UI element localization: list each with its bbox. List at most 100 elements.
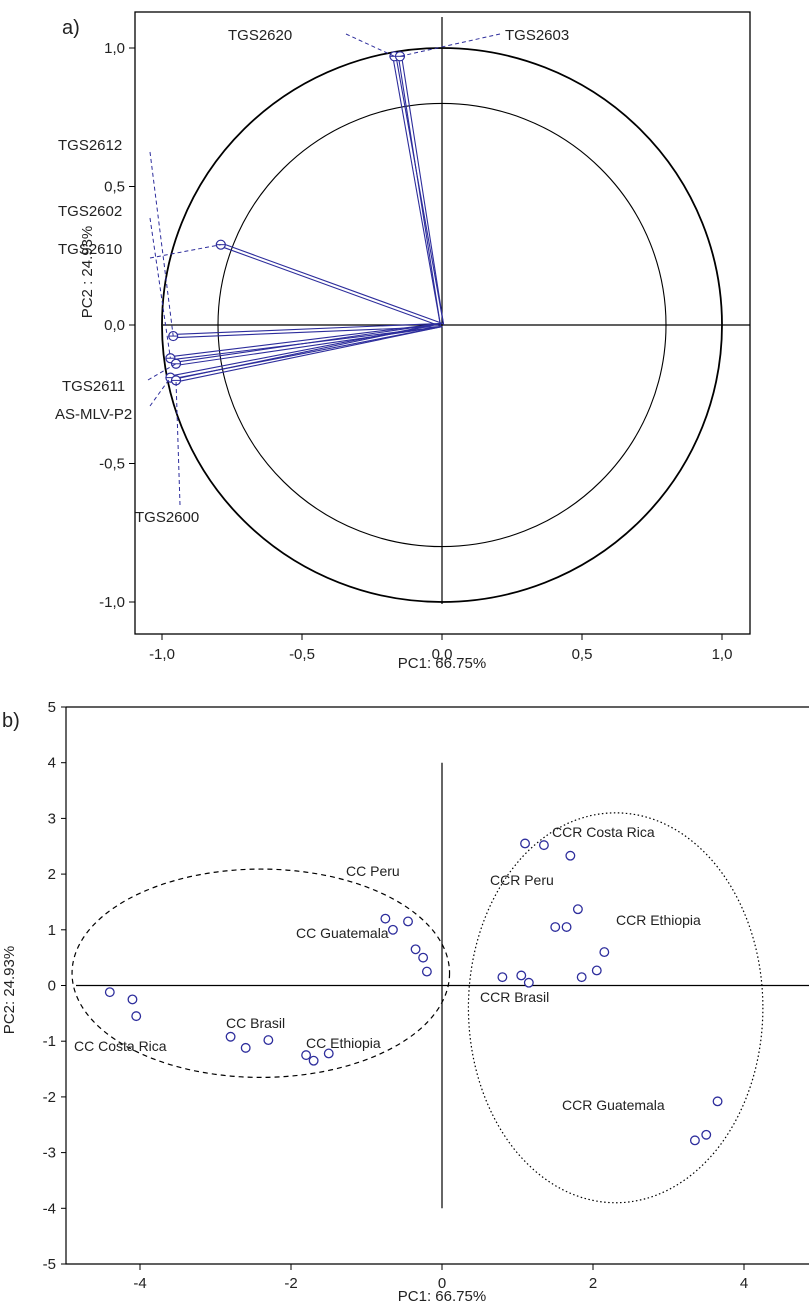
loading-vector	[175, 322, 442, 380]
score-point	[403, 916, 413, 927]
group-label-cc-guatemala: CC Guatemala	[296, 925, 389, 941]
group-label-ccr-costa-rica: CCR Costa Rica	[552, 824, 655, 840]
group-label-ccr-ethiopia: CCR Ethiopia	[616, 912, 701, 928]
panel-b-xtick-label: -4	[133, 1275, 146, 1292]
score-point	[538, 840, 549, 851]
score-point	[712, 1096, 723, 1107]
loading-label-as-mlv-p2: AS-MLV-P2	[55, 406, 132, 423]
score-point	[565, 850, 576, 861]
panel-a-xlabel: PC1: 66.75%	[398, 655, 486, 672]
group-label-ccr-brasil: CCR Brasil	[480, 989, 549, 1005]
score-point	[689, 1135, 700, 1146]
ccr-group-ellipse	[467, 812, 764, 1204]
score-point	[225, 1031, 236, 1042]
score-point	[421, 966, 432, 977]
score-point	[520, 838, 531, 849]
panel-a-ytick-label: -0,5	[99, 456, 125, 473]
loading-label-tgs2610: TGS2610	[58, 241, 122, 258]
panel-a-xtick-label: 0,5	[572, 646, 593, 663]
panel-b-ytick-label: 5	[48, 699, 56, 716]
score-point	[418, 952, 429, 963]
group-label-cc-costa-rica: CC Costa Rica	[74, 1038, 167, 1054]
panel-b-ytick-label: -4	[43, 1200, 56, 1217]
panel-b-xlabel: PC1: 66.75%	[398, 1288, 486, 1305]
panel-b-ylabel: PC2: 24.93%	[1, 946, 18, 1034]
score-point	[127, 994, 138, 1005]
loading-label-leader	[345, 33, 395, 57]
loading-vector	[175, 322, 442, 363]
panel-b-label: b)	[2, 710, 20, 732]
score-point	[523, 977, 534, 988]
loading-label-leader	[149, 217, 171, 359]
score-point	[516, 970, 527, 981]
loading-vector	[169, 322, 442, 377]
panel-a-ytick-label: -1,0	[99, 594, 125, 611]
panel-b-ytick-label: -2	[43, 1089, 56, 1106]
loading-label-leader	[399, 33, 501, 57]
score-point	[301, 1050, 312, 1061]
score-point	[308, 1055, 319, 1066]
group-label-ccr-peru: CCR Peru	[490, 872, 554, 888]
panel-a-ytick-label: 1,0	[104, 40, 125, 57]
score-point	[387, 924, 398, 935]
loading-label-tgs2620: TGS2620	[228, 27, 292, 44]
panel-b-ytick-label: 1	[48, 922, 56, 939]
loading-label-leader	[149, 244, 221, 259]
loading-vector	[401, 55, 445, 325]
group-label-cc-ethiopia: CC Ethiopia	[306, 1035, 381, 1051]
panel-a-ytick-label: 0,0	[104, 317, 125, 334]
panel-b-xtick-label: 4	[740, 1275, 748, 1292]
panel-a-xtick-label: -0,5	[289, 646, 315, 663]
panel-b-xtick-label: 2	[589, 1275, 597, 1292]
score-point	[591, 965, 602, 976]
group-label-ccr-guatemala: CCR Guatemala	[562, 1097, 665, 1113]
loading-vector	[397, 56, 441, 326]
loading-vector	[392, 56, 441, 326]
score-point	[263, 1035, 274, 1046]
panel-b-ytick-label: 3	[48, 810, 56, 827]
group-label-cc-brasil: CC Brasil	[226, 1015, 285, 1031]
score-point	[550, 922, 561, 932]
loading-label-tgs2603: TGS2603	[505, 27, 569, 44]
loading-label-leader	[149, 151, 174, 337]
panel-a-label: a)	[62, 17, 80, 39]
panel-b-xtick-label: -2	[284, 1275, 297, 1292]
cc-group-ellipse	[71, 868, 451, 1079]
panel-b-ytick-label: 4	[48, 755, 56, 772]
loading-label-leader	[149, 377, 171, 407]
panel-b-ytick-label: -1	[43, 1033, 56, 1050]
score-point	[240, 1042, 251, 1053]
score-point	[701, 1129, 712, 1140]
loading-vector	[170, 322, 442, 358]
score-point	[410, 944, 421, 955]
loading-label-leader	[175, 380, 181, 506]
panel-a-xtick-label: -1,0	[149, 646, 175, 663]
score-point	[572, 904, 583, 915]
loading-vector	[173, 322, 442, 336]
panel-a-xtick-label: 1,0	[712, 646, 733, 663]
panel-b-ytick-label: -5	[43, 1256, 56, 1273]
panel-b-ytick-label: 0	[48, 978, 56, 995]
score-point	[561, 922, 572, 932]
panel-b-ytick-label: -3	[43, 1145, 56, 1162]
loading-label-leader	[147, 363, 177, 381]
loading-vector	[220, 245, 442, 328]
panel-a-xtick-label: 0,0	[432, 646, 453, 663]
panel-a-ytick-label: 0,5	[104, 179, 125, 196]
loading-label-tgs2600: TGS2600	[135, 509, 199, 526]
loading-vector	[176, 326, 443, 383]
score-point	[380, 913, 391, 924]
group-label-cc-peru: CC Peru	[346, 863, 400, 879]
panel-a-ylabel: PC2 : 24.93%	[79, 226, 96, 319]
score-point	[497, 972, 508, 983]
loading-label-tgs2602: TGS2602	[58, 203, 122, 220]
score-point	[323, 1048, 334, 1059]
loading-vector	[221, 242, 443, 325]
score-point	[104, 987, 115, 998]
loading-label-tgs2612: TGS2612	[58, 137, 122, 154]
panel-b-ytick-label: 2	[48, 866, 56, 883]
panel-b-xtick-label: 0	[438, 1275, 446, 1292]
score-point	[599, 947, 610, 958]
score-point	[576, 972, 587, 983]
